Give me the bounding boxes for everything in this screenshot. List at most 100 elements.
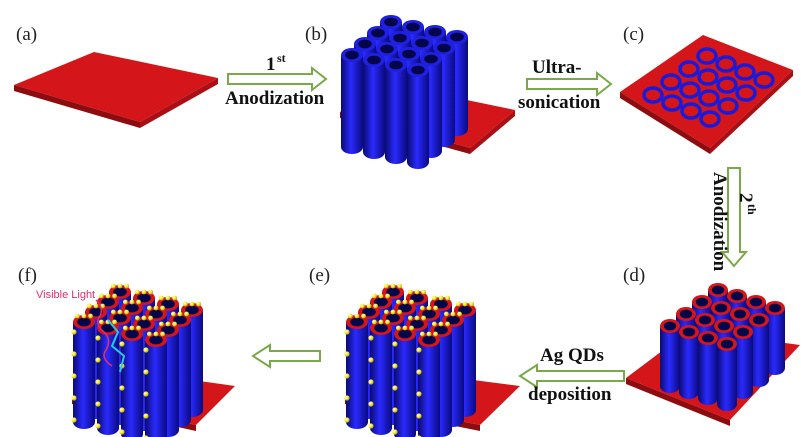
ag-qd xyxy=(117,309,123,315)
ag-qd xyxy=(414,315,420,321)
ag-qd xyxy=(384,283,389,289)
ag-qd xyxy=(177,311,183,317)
ag-qd xyxy=(368,379,374,385)
ag-qd xyxy=(416,347,422,353)
panel-label-d: (d) xyxy=(623,265,645,286)
ag-qd xyxy=(344,329,350,335)
ag-qd xyxy=(183,301,188,307)
tube-array-e xyxy=(344,283,520,437)
ag-qd xyxy=(390,283,396,289)
nanotube xyxy=(363,53,385,159)
arrow-ultrasonication: Ultra- sonication xyxy=(518,57,613,113)
ag-qd xyxy=(105,293,111,299)
ag-qd xyxy=(420,305,425,311)
ag-qd xyxy=(426,331,432,337)
ag-qd xyxy=(445,295,450,301)
ag-qd xyxy=(71,373,77,379)
ag-qd xyxy=(71,329,77,335)
ag-qd xyxy=(148,315,154,321)
ag-qd xyxy=(426,305,432,311)
first-anodization-sup: st xyxy=(277,51,286,65)
substrate-a xyxy=(14,52,218,128)
ag-qd xyxy=(95,401,101,407)
ring-pattern xyxy=(642,47,775,128)
ag-qd xyxy=(402,325,408,331)
nanotube xyxy=(660,319,680,393)
ag-qd xyxy=(111,309,116,315)
ag-qd xyxy=(408,289,413,295)
ag-qd xyxy=(172,321,178,327)
ag-qd xyxy=(135,289,140,295)
ag-qd xyxy=(71,417,77,423)
ag-qd xyxy=(390,309,396,315)
ag-qd xyxy=(396,299,401,305)
ring xyxy=(715,55,737,73)
ultrasonication-line1: Ultra- xyxy=(532,57,582,78)
ag-qd xyxy=(129,325,135,331)
panel-label-e: (e) xyxy=(309,265,330,286)
tube-array-f: Visible Light xyxy=(36,283,235,437)
nanotube xyxy=(95,319,119,435)
ag-qd xyxy=(95,379,101,385)
arrow-second-anodization: 2 th Anodization xyxy=(709,167,759,272)
nanotube xyxy=(385,58,407,164)
ring xyxy=(699,110,721,128)
ag-qd xyxy=(416,369,422,375)
ring xyxy=(716,76,738,94)
nanotube xyxy=(407,63,429,169)
ag-qd xyxy=(71,395,77,401)
ag-qd xyxy=(165,321,171,327)
ag-qd xyxy=(95,357,101,363)
ag-qd xyxy=(402,299,408,305)
panel-label-c: (c) xyxy=(623,24,644,45)
ag-qd xyxy=(432,321,437,327)
ring xyxy=(660,73,682,91)
ag-qd xyxy=(433,305,438,311)
nanotube xyxy=(119,325,143,437)
ag-qd xyxy=(135,315,140,321)
ag-deposition-line2: deposition xyxy=(528,384,612,405)
nanotube xyxy=(679,325,699,399)
nanotube xyxy=(143,331,167,437)
ag-qd xyxy=(416,391,422,397)
nanotube xyxy=(765,301,785,375)
ag-qd xyxy=(117,283,123,289)
ag-qd xyxy=(438,321,444,327)
ag-qd xyxy=(368,401,374,407)
ag-qd xyxy=(147,305,152,311)
ag-deposition-line1: Ag QDs xyxy=(540,345,604,366)
ag-qd xyxy=(414,289,420,295)
ag-qd xyxy=(93,303,99,309)
ultrasonication-line2: sonication xyxy=(518,92,601,113)
second-anodization-number: 2 xyxy=(735,193,756,203)
ag-qd xyxy=(189,301,195,307)
ag-qd xyxy=(373,303,378,309)
nanotube xyxy=(392,325,416,437)
ag-qd xyxy=(368,357,374,363)
ag-qd xyxy=(119,429,125,435)
ag-qd xyxy=(378,319,384,325)
ring xyxy=(717,97,739,115)
ag-qd xyxy=(143,369,149,375)
ag-qd xyxy=(147,331,152,337)
ag-qd xyxy=(450,311,456,317)
ag-qd xyxy=(124,283,129,289)
ag-qd xyxy=(444,311,449,317)
electron-path xyxy=(107,319,126,373)
ag-qd xyxy=(153,331,159,337)
substrate-c xyxy=(620,35,793,154)
ag-qd xyxy=(348,313,353,319)
ag-qd xyxy=(361,313,366,319)
tube-array-d xyxy=(626,283,800,426)
visible-light-ray xyxy=(95,299,113,367)
ag-qd xyxy=(385,293,390,299)
ag-qd xyxy=(409,299,414,305)
ag-qd xyxy=(397,309,402,315)
ag-qd xyxy=(421,315,426,321)
ag-qd xyxy=(141,289,147,295)
ag-qd xyxy=(408,315,413,321)
ring xyxy=(696,47,718,65)
ag-qd xyxy=(469,301,474,307)
nanotube xyxy=(368,319,392,435)
